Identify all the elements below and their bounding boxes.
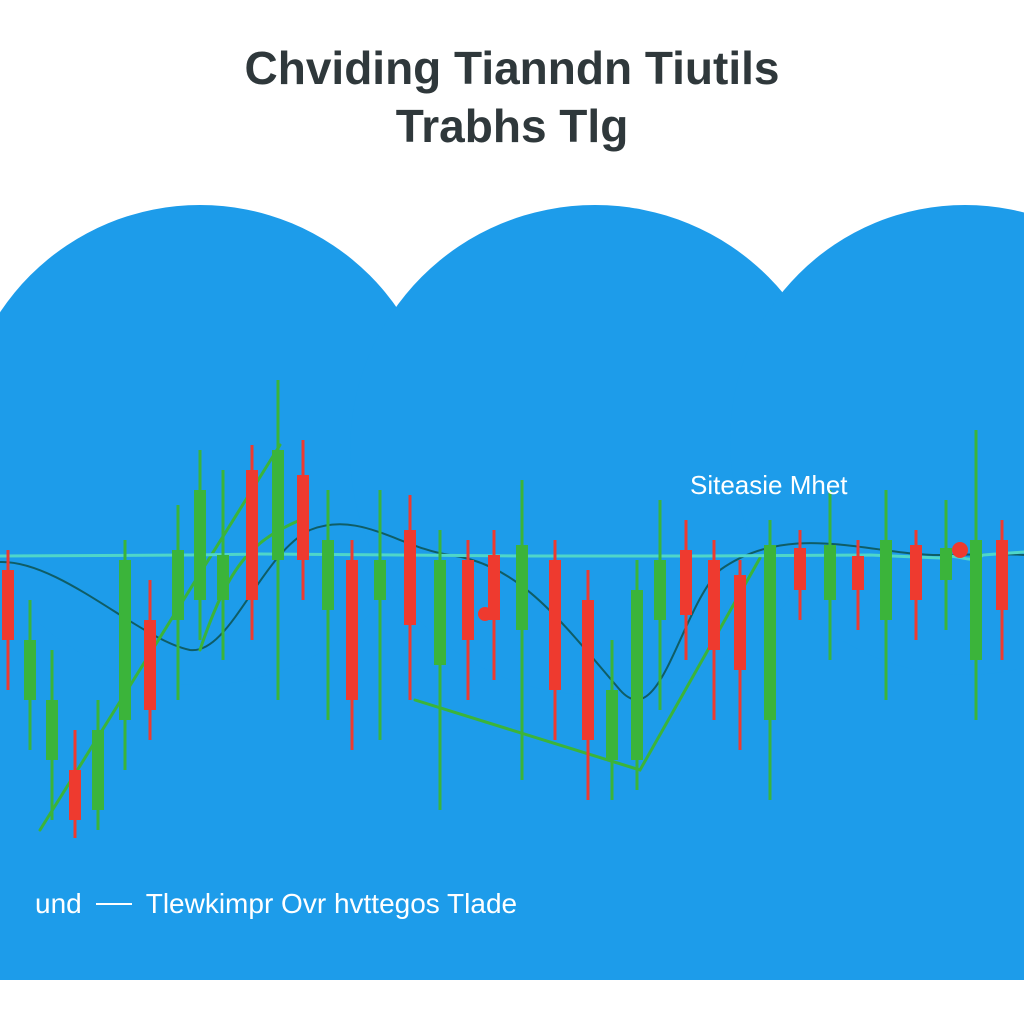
- chart-canvas: Chviding Tianndn Tiutils Trabhs Tlg Site…: [0, 0, 1024, 1024]
- cloud-background: [0, 0, 1024, 980]
- legend-dash-icon: [96, 903, 132, 905]
- legend-item-1: und: [35, 888, 82, 920]
- legend: und Tlewkimpr Ovr hvttegos Tlade: [35, 888, 517, 920]
- indicator-label: Siteasie Mhet: [690, 470, 848, 501]
- legend-item-2: Tlewkimpr Ovr hvttegos Tlade: [146, 888, 517, 920]
